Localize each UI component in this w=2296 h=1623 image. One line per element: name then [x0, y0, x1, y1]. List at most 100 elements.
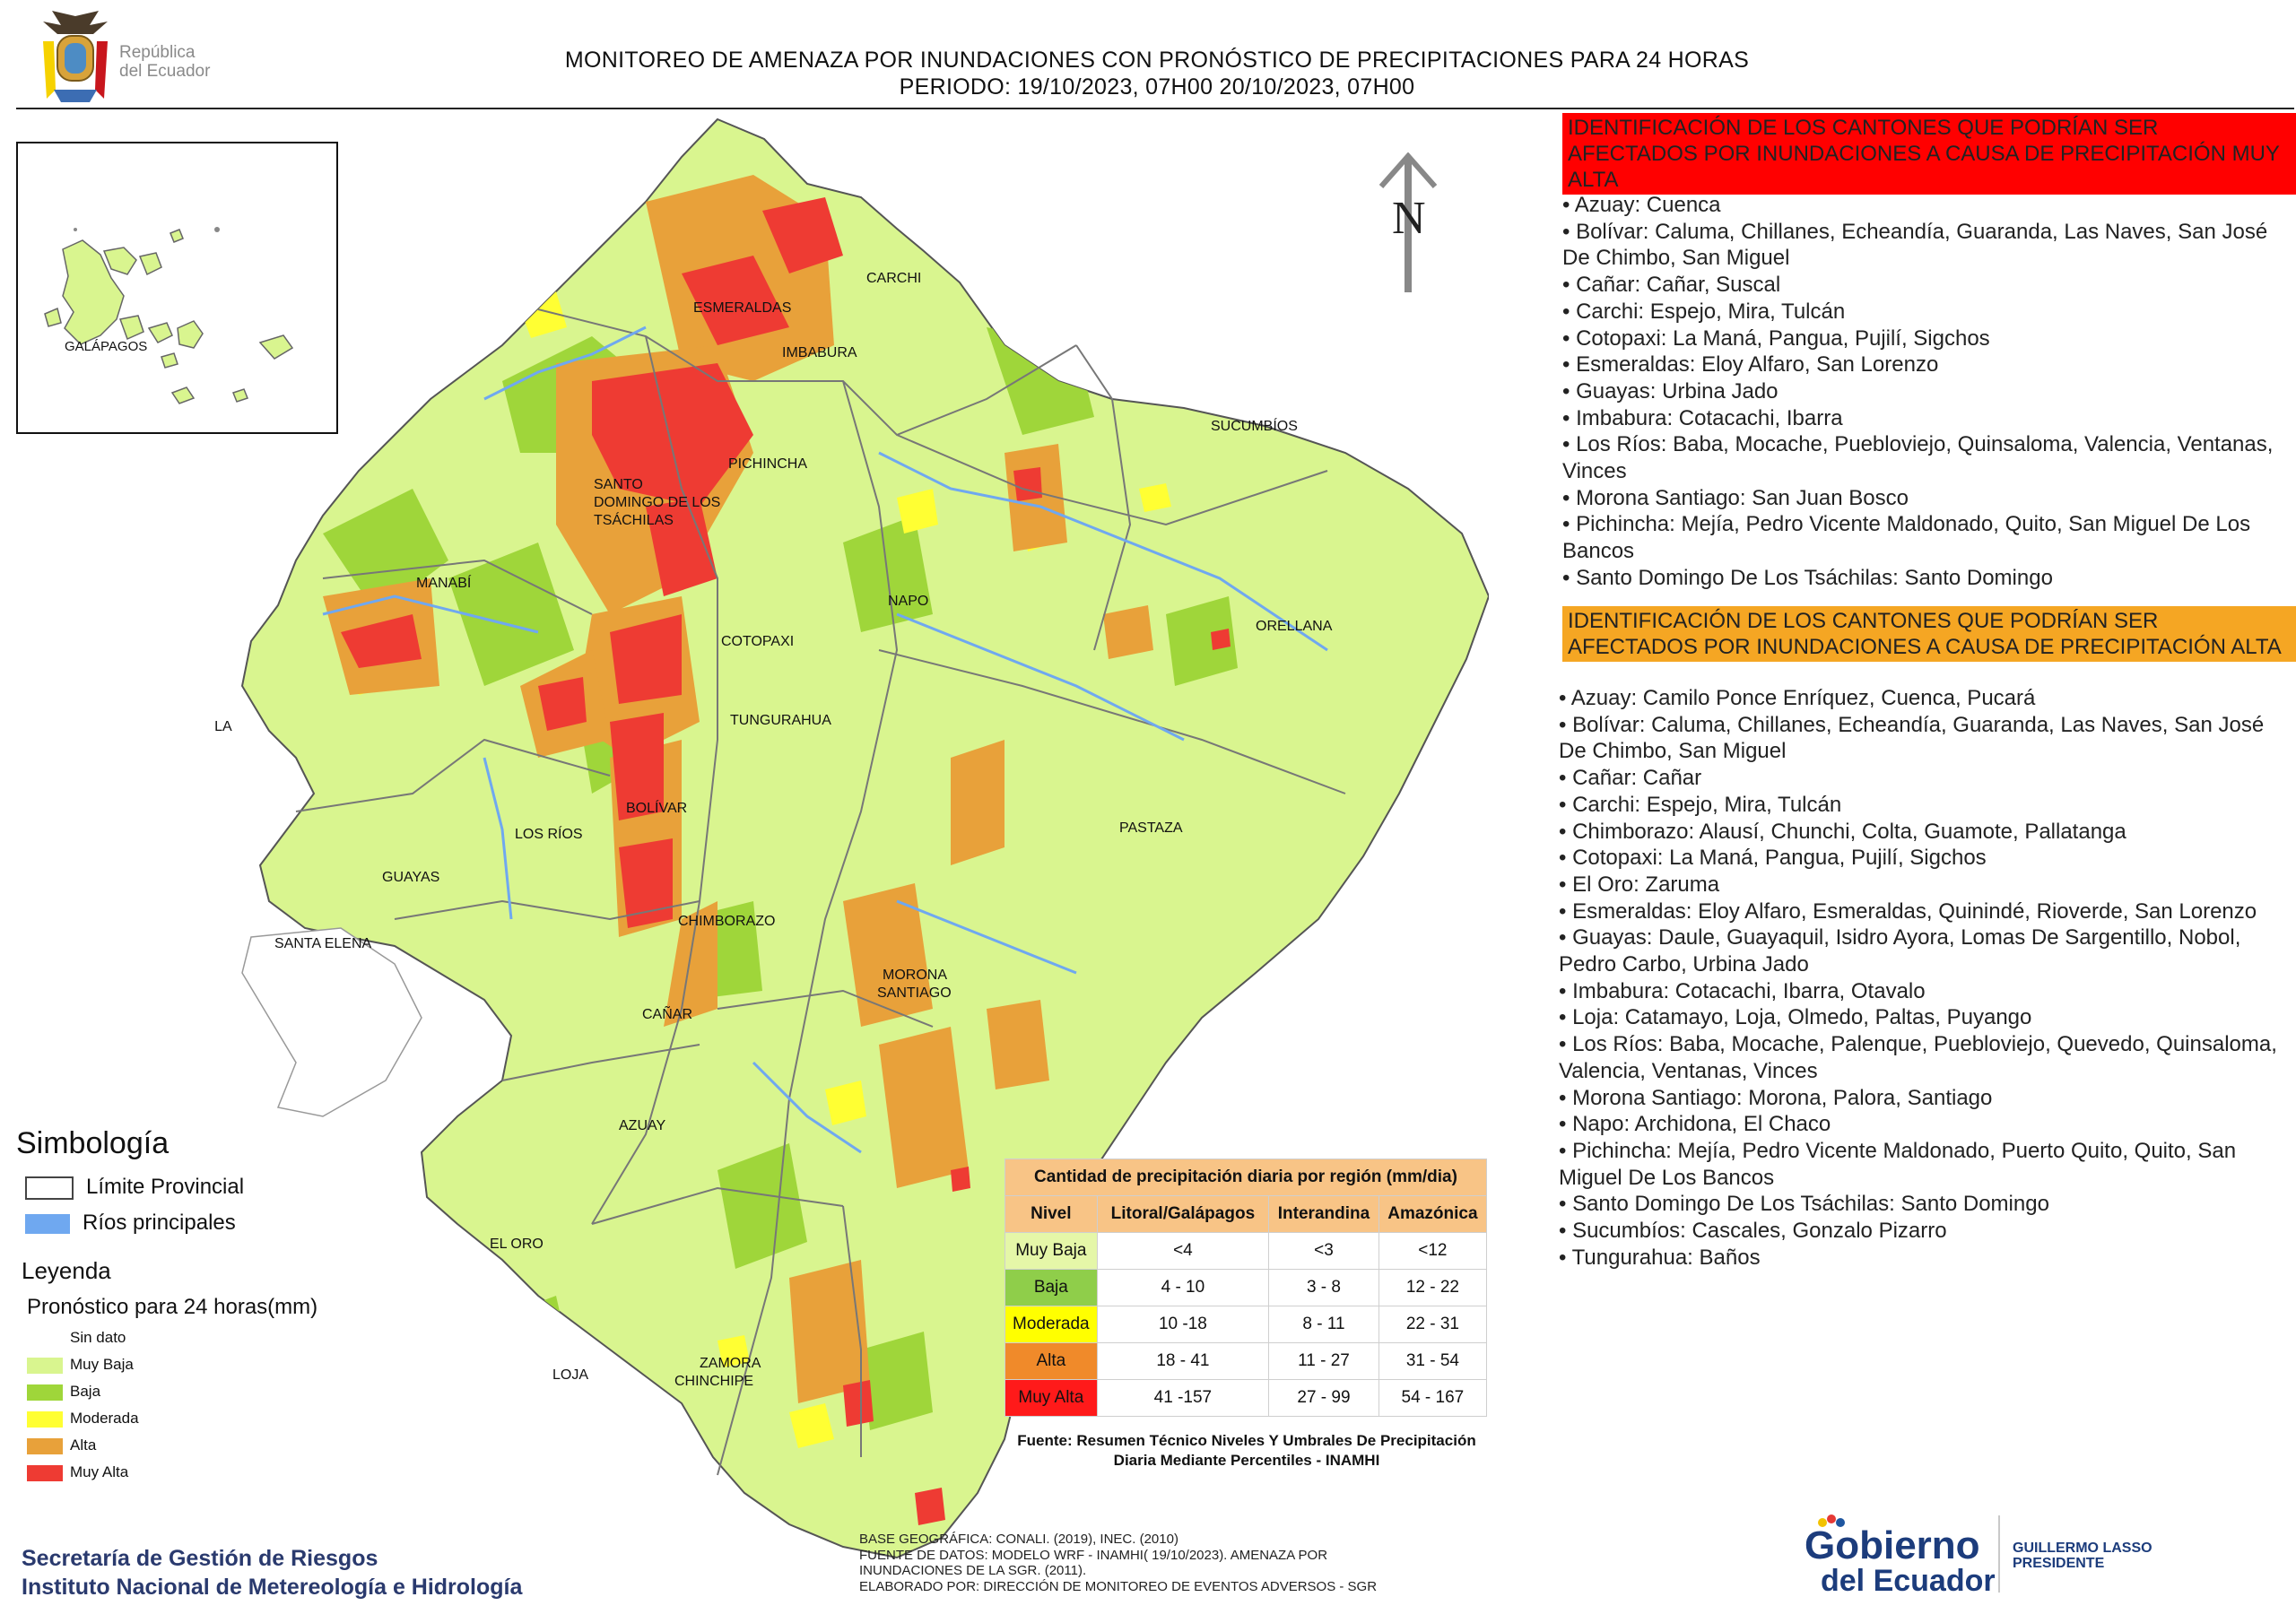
table-level-cell: Baja — [1004, 1269, 1098, 1306]
list-item: • Bolívar: Caluma, Chillanes, Echeandía,… — [1562, 219, 2268, 271]
gob-line1: Gobierno — [1805, 1523, 1980, 1567]
north-arrow: N — [1372, 152, 1444, 296]
legend-label: Muy Baja — [70, 1356, 134, 1373]
province-esmeraldas: ESMERALDAS — [693, 300, 791, 316]
table-cell: 31 - 54 — [1378, 1342, 1488, 1380]
precipitation-threshold-table: Cantidad de precipitación diaria por reg… — [1004, 1159, 1488, 1417]
list-item: • Cañar: Cañar, Suscal — [1562, 273, 1781, 298]
symbology-title: Simbología — [16, 1126, 170, 1160]
province-morona-line2: SANTIAGO — [877, 985, 952, 1001]
symbology-rivers: Ríos principales — [25, 1211, 236, 1236]
list-item: • Carchi: Espejo, Mira, Tulcán — [1559, 792, 1842, 817]
high-header: IDENTIFICACIÓN DE LOS CANTONES QUE PODRÍ… — [1562, 606, 2296, 662]
table-cell: 27 - 99 — [1268, 1379, 1379, 1417]
province-el-oro: EL ORO — [490, 1237, 544, 1252]
table-cell: 8 - 11 — [1268, 1306, 1379, 1343]
table-level-cell: Moderada — [1004, 1306, 1098, 1343]
province-santo-domingo-line2: DOMINGO DE LOS — [594, 495, 720, 510]
table-level-cell: Alta — [1004, 1342, 1098, 1380]
table-cell: 18 - 41 — [1096, 1342, 1270, 1380]
galapagos-label: GALÁPAGOS — [65, 339, 147, 354]
list-item: • Loja: Catamayo, Loja, Olmedo, Paltas, … — [1559, 1005, 2032, 1030]
table-cell: 12 - 22 — [1378, 1269, 1488, 1306]
province-santa-elena: SANTA ELENA — [274, 936, 372, 951]
credits-line: INUNDACIONES DE LA SGR. (2011). — [859, 1563, 1087, 1578]
credits-line: FUENTE DE DATOS: MODELO WRF - INAMHI( 19… — [859, 1547, 1328, 1563]
table-level-cell: Muy Baja — [1004, 1232, 1098, 1270]
republica-del-ecuador-text: República del Ecuador — [119, 43, 210, 81]
list-item: • Los Ríos: Baba, Mocache, Palenque, Pue… — [1559, 1032, 2277, 1083]
table-cell: 3 - 8 — [1268, 1269, 1379, 1306]
table-source-note: Fuente: Resumen Técnico Niveles Y Umbral… — [1017, 1432, 1476, 1469]
table-cell: 10 -18 — [1096, 1306, 1270, 1343]
symbology-provincial-limit: Límite Provincial — [25, 1175, 244, 1200]
list-item: • Pichincha: Mejía, Pedro Vicente Maldon… — [1559, 1138, 2237, 1190]
list-item: • Santo Domingo De Los Tsáchilas: Santo … — [1562, 565, 2053, 590]
ecuador-flood-map: ESMERALDAS CARCHI IMBABURA SUCUMBÍOS PIC… — [201, 112, 1490, 1565]
table-title: Cantidad de precipitación diaria por reg… — [1004, 1159, 1487, 1196]
list-item: • Bolívar: Caluma, Chillanes, Echeandía,… — [1559, 712, 2265, 764]
province-loja: LOJA — [552, 1367, 588, 1383]
list-item: • Cotopaxi: La Maná, Pangua, Pujilí, Sig… — [1562, 325, 1990, 351]
table-header: Nivel — [1004, 1195, 1098, 1233]
legend-title: Leyenda — [22, 1257, 111, 1284]
table-cell: 22 - 31 — [1378, 1306, 1488, 1343]
org-line1: Secretaría de Gestión de Riesgos — [22, 1546, 378, 1571]
list-item: • Azuay: Cuenca — [1562, 193, 1721, 217]
forecast-legend-title: Pronóstico para 24 horas(mm) — [27, 1295, 318, 1319]
legend-label: Baja — [70, 1383, 101, 1400]
legend-item-baja: Baja — [27, 1383, 100, 1410]
province-tungurahua: TUNGURAHUA — [730, 713, 831, 728]
legend-label: Sin dato — [70, 1329, 126, 1346]
list-item: • Guayas: Urbina Jado — [1562, 378, 1779, 404]
rivers-label: Ríos principales — [83, 1211, 236, 1235]
high-canton-list: • Azuay: Camilo Ponce Enríquez, Cuenca, … — [1559, 685, 2294, 1271]
gobierno-del-ecuador-logo: Gobierno del Ecuador — [1803, 1508, 2018, 1598]
list-item: • Cotopaxi: La Maná, Pangua, Pujilí, Sig… — [1559, 846, 1987, 871]
galapagos-inset-map: GALÁPAGOS — [16, 142, 338, 434]
list-item: • Tungurahua: Baños — [1559, 1245, 1761, 1270]
province-bolivar: BOLÍVAR — [626, 799, 687, 816]
list-item: • Carchi: Espejo, Mira, Tulcán — [1562, 299, 1846, 324]
title-line2: PERIODO: 19/10/2023, 07H00 20/10/2023, 0… — [899, 74, 1415, 100]
list-item: • Morona Santiago: Morona, Palora, Santi… — [1559, 1085, 1993, 1110]
province-carchi: CARCHI — [866, 271, 921, 286]
province-manabi: MANABÍ — [416, 574, 472, 591]
legend-label: Alta — [70, 1436, 97, 1454]
list-item: • Chimborazo: Alausí, Chunchi, Colta, Gu… — [1559, 819, 2126, 844]
table-cell: <4 — [1096, 1232, 1270, 1270]
list-item: • Azuay: Camilo Ponce Enríquez, Cuenca, … — [1559, 686, 2036, 710]
province-napo: NAPO — [888, 594, 928, 609]
gob-line2: del Ecuador — [1821, 1564, 1996, 1598]
legend-item-muy-baja: Muy Baja — [27, 1356, 134, 1383]
province-cotopaxi: COTOPAXI — [721, 634, 794, 649]
provincial-limit-swatch — [25, 1176, 74, 1200]
legend-item-alta: Alta — [27, 1436, 96, 1463]
list-item: • Esmeraldas: Eloy Alfaro, San Lorenzo — [1562, 352, 1939, 378]
list-item: • Cañar: Cañar — [1559, 766, 1702, 791]
legend-swatch — [27, 1357, 63, 1374]
legend-item-moderada: Moderada — [27, 1410, 139, 1436]
table-row: Moderada 10 -18 8 - 11 22 - 31 — [1004, 1306, 1488, 1343]
credits-line: BASE GEOGRÁFICA: CONALI. (2019), INEC. (… — [859, 1532, 1178, 1547]
table-cell: 41 -157 — [1096, 1379, 1270, 1417]
provincial-limit-label: Límite Provincial — [86, 1175, 245, 1199]
president-block: GUILLERMO LASSO PRESIDENTE — [2013, 1541, 2152, 1571]
list-item: • Los Ríos: Baba, Mocache, Puebloviejo, … — [1562, 432, 2274, 484]
map-credits: BASE GEOGRÁFICA: CONALI. (2019), INEC. (… — [859, 1532, 1451, 1594]
province-orellana: ORELLANA — [1256, 619, 1333, 634]
table-cell: 11 - 27 — [1268, 1342, 1379, 1380]
list-item: • Sucumbíos: Cascales, Gonzalo Pizarro — [1559, 1219, 1947, 1244]
legend-label: Moderada — [70, 1410, 139, 1427]
president-title: PRESIDENTE — [2013, 1556, 2105, 1571]
table-cell: <3 — [1268, 1232, 1379, 1270]
province-guayas: GUAYAS — [382, 870, 439, 885]
legend-swatch — [27, 1437, 63, 1454]
province-morona-line1: MORONA — [883, 968, 947, 983]
legend-swatch — [27, 1384, 63, 1401]
legend-swatch — [27, 1410, 63, 1428]
organization-names: Secretaría de Gestión de Riesgos Institu… — [22, 1544, 522, 1601]
title-line1: MONITOREO DE AMENAZA POR INUNDACIONES CO… — [564, 48, 1750, 73]
province-santo-domingo-line3: TSÁCHILAS — [594, 511, 674, 528]
table-row: Muy Alta 41 -157 27 - 99 54 - 167 — [1004, 1379, 1488, 1417]
